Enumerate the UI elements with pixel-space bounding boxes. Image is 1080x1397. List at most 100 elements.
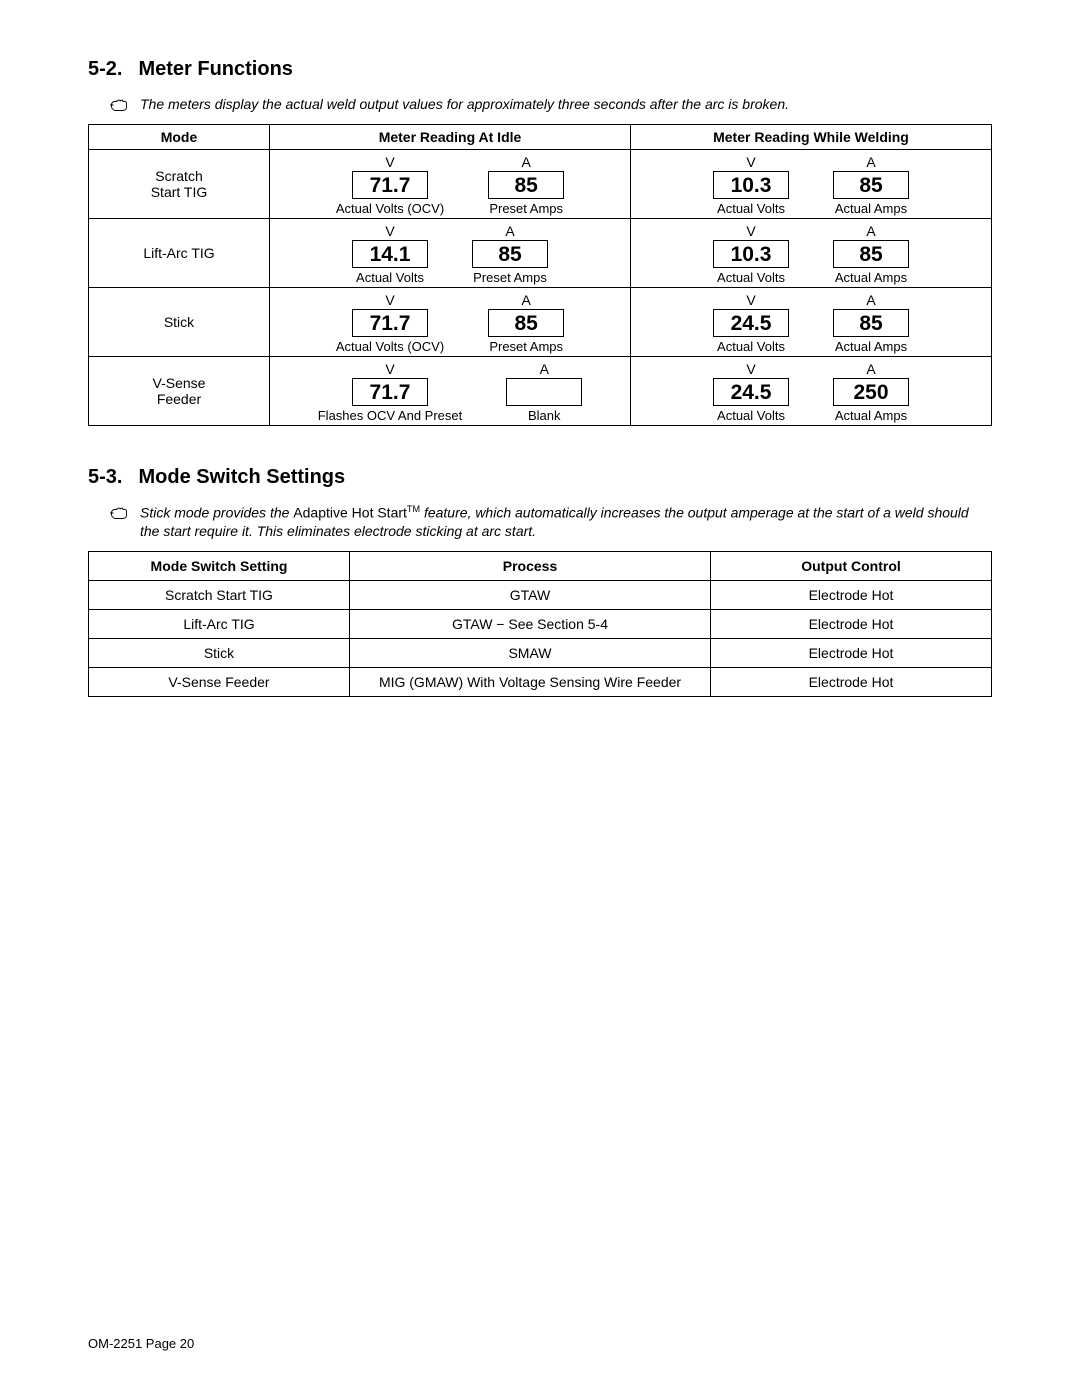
settings-row: Stick SMAW Electrode Hot xyxy=(89,639,992,668)
mode-line1: V-Sense xyxy=(89,375,269,391)
weld-amps: A 250 Actual Amps xyxy=(833,361,909,423)
meter-functions-table: Mode Meter Reading At Idle Meter Reading… xyxy=(88,124,992,426)
idle-volts: V 71.7 Actual Volts (OCV) xyxy=(336,154,444,216)
weld-amps-caption: Actual Amps xyxy=(835,270,907,285)
weld-amps-value: 85 xyxy=(833,240,909,268)
idle-volts-caption: Actual Volts (OCV) xyxy=(336,339,444,354)
mode-switch-settings-table: Mode Switch Setting Process Output Contr… xyxy=(88,551,992,697)
weld-volts-caption: Actual Volts xyxy=(717,408,785,423)
section-5-3-note-text: Stick mode provides the Adaptive Hot Sta… xyxy=(140,503,992,541)
unit-a: A xyxy=(522,292,531,308)
weld-amps: A 85 Actual Amps xyxy=(833,223,909,285)
section-5-2-title: Meter Functions xyxy=(138,58,292,80)
idle-amps: A 85 Preset Amps xyxy=(472,223,548,285)
meter-weld-cell: V 24.5 Actual Volts A 250 Actual Amps xyxy=(631,356,992,425)
mode-line1: Lift-Arc TIG xyxy=(89,245,269,261)
meter-row: Scratch Start TIG V 71.7 Actual Volts (O… xyxy=(89,149,992,218)
settings-output: Electrode Hot xyxy=(711,668,992,697)
idle-volts-value: 71.7 xyxy=(352,378,428,406)
weld-amps-caption: Actual Amps xyxy=(835,408,907,423)
unit-v: V xyxy=(385,361,394,377)
idle-volts-value: 14.1 xyxy=(352,240,428,268)
meter-idle-cell: V 71.7 Actual Volts (OCV) A 85 Preset Am… xyxy=(270,149,631,218)
idle-amps: A Blank xyxy=(506,361,582,423)
section-5-2-note-text: The meters display the actual weld outpu… xyxy=(140,95,789,114)
settings-mode: Lift-Arc TIG xyxy=(89,610,350,639)
idle-volts: V 71.7 Actual Volts (OCV) xyxy=(336,292,444,354)
pointer-icon xyxy=(108,505,130,521)
unit-a: A xyxy=(540,361,549,377)
meter-weld-cell: V 24.5 Actual Volts A 85 Actual Amps xyxy=(631,287,992,356)
settings-mode: Scratch Start TIG xyxy=(89,581,350,610)
meter-mode-cell: Stick xyxy=(89,287,270,356)
weld-volts-caption: Actual Volts xyxy=(717,270,785,285)
settings-output: Electrode Hot xyxy=(711,581,992,610)
section-5-3-title: Mode Switch Settings xyxy=(138,466,345,488)
unit-a: A xyxy=(866,361,875,377)
weld-volts-caption: Actual Volts xyxy=(717,201,785,216)
unit-v: V xyxy=(746,292,755,308)
meter-col-weld: Meter Reading While Welding xyxy=(631,124,992,149)
meter-col-idle: Meter Reading At Idle xyxy=(270,124,631,149)
note-feature-name: Adaptive Hot Start xyxy=(293,505,407,521)
settings-output: Electrode Hot xyxy=(711,639,992,668)
settings-process: MIG (GMAW) With Voltage Sensing Wire Fee… xyxy=(350,668,711,697)
meter-table-header-row: Mode Meter Reading At Idle Meter Reading… xyxy=(89,124,992,149)
pointer-icon xyxy=(108,97,130,113)
settings-header-row: Mode Switch Setting Process Output Contr… xyxy=(89,552,992,581)
settings-col-mode: Mode Switch Setting xyxy=(89,552,350,581)
settings-row: Lift-Arc TIG GTAW − See Section 5-4 Elec… xyxy=(89,610,992,639)
meter-idle-cell: V 71.7 Flashes OCV And Preset A Blank xyxy=(270,356,631,425)
idle-volts: V 14.1 Actual Volts xyxy=(352,223,428,285)
weld-amps-value: 250 xyxy=(833,378,909,406)
unit-a: A xyxy=(866,223,875,239)
meter-idle-cell: V 14.1 Actual Volts A 85 Preset Amps xyxy=(270,218,631,287)
unit-a: A xyxy=(505,223,514,239)
unit-v: V xyxy=(746,361,755,377)
meter-mode-cell: Scratch Start TIG xyxy=(89,149,270,218)
settings-output: Electrode Hot xyxy=(711,610,992,639)
weld-volts-value: 24.5 xyxy=(713,378,789,406)
weld-amps-value: 85 xyxy=(833,309,909,337)
weld-amps-caption: Actual Amps xyxy=(835,339,907,354)
meter-mode-cell: V-Sense Feeder xyxy=(89,356,270,425)
idle-amps-caption: Preset Amps xyxy=(473,270,547,285)
weld-volts-value: 10.3 xyxy=(713,240,789,268)
idle-volts-value: 71.7 xyxy=(352,171,428,199)
page-footer: OM-2251 Page 20 xyxy=(88,1336,194,1351)
weld-volts: V 10.3 Actual Volts xyxy=(713,154,789,216)
meter-weld-cell: V 10.3 Actual Volts A 85 Actual Amps xyxy=(631,149,992,218)
mode-line2: Start TIG xyxy=(89,184,269,200)
settings-process: GTAW − See Section 5-4 xyxy=(350,610,711,639)
page: 5-2.Meter Functions The meters display t… xyxy=(0,0,1080,1397)
mode-line1: Scratch xyxy=(89,168,269,184)
mode-line1: Stick xyxy=(89,314,269,330)
meter-weld-cell: V 10.3 Actual Volts A 85 Actual Amps xyxy=(631,218,992,287)
note-prefix: Stick mode provides the xyxy=(140,505,293,521)
settings-col-output: Output Control xyxy=(711,552,992,581)
weld-volts-caption: Actual Volts xyxy=(717,339,785,354)
weld-volts: V 10.3 Actual Volts xyxy=(713,223,789,285)
weld-volts-value: 24.5 xyxy=(713,309,789,337)
idle-amps: A 85 Preset Amps xyxy=(488,292,564,354)
idle-amps-caption: Blank xyxy=(528,408,561,423)
idle-volts-caption: Actual Volts xyxy=(356,270,424,285)
idle-volts-value: 71.7 xyxy=(352,309,428,337)
idle-amps-value: 85 xyxy=(488,171,564,199)
settings-row: Scratch Start TIG GTAW Electrode Hot xyxy=(89,581,992,610)
idle-volts-caption: Flashes OCV And Preset xyxy=(318,408,463,423)
idle-amps-value xyxy=(506,378,582,406)
meter-idle-cell: V 71.7 Actual Volts (OCV) A 85 Preset Am… xyxy=(270,287,631,356)
settings-mode: V-Sense Feeder xyxy=(89,668,350,697)
settings-row: V-Sense Feeder MIG (GMAW) With Voltage S… xyxy=(89,668,992,697)
idle-volts: V 71.7 Flashes OCV And Preset xyxy=(318,361,463,423)
unit-v: V xyxy=(746,154,755,170)
unit-a: A xyxy=(866,154,875,170)
weld-volts: V 24.5 Actual Volts xyxy=(713,292,789,354)
section-5-2-note: The meters display the actual weld outpu… xyxy=(108,95,992,114)
meter-col-mode: Mode xyxy=(89,124,270,149)
meter-row: V-Sense Feeder V 71.7 Flashes OCV And Pr… xyxy=(89,356,992,425)
settings-col-process: Process xyxy=(350,552,711,581)
unit-a: A xyxy=(866,292,875,308)
section-5-3-heading: 5-3.Mode Switch Settings xyxy=(88,466,992,489)
